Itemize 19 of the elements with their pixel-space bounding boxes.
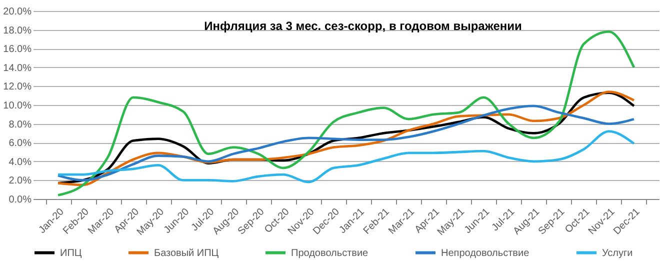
y-tick-label: 0.0% bbox=[8, 194, 32, 206]
legend-label: Продовольствие bbox=[291, 248, 369, 259]
legend-label: Базовый ИПЦ bbox=[154, 248, 220, 259]
y-tick-label: 4.0% bbox=[8, 156, 32, 168]
y-tick-label: 8.0% bbox=[8, 119, 32, 130]
y-tick-label: 20.0% bbox=[3, 6, 32, 18]
text: Инфляция за 3 мес. сез-скорр, в годовом выражении bbox=[204, 19, 522, 33]
legend-label: Услуги bbox=[602, 248, 633, 259]
line-series bbox=[56, 130, 636, 184]
legend-label: ИПЦ bbox=[60, 248, 82, 259]
line-series bbox=[56, 104, 636, 182]
y-tick-label: 6.0% bbox=[8, 138, 32, 150]
legend-label: Непродовольствие bbox=[441, 248, 530, 259]
y-tick-label: 14.0% bbox=[3, 62, 32, 74]
y-tick-label: 12.0% bbox=[3, 82, 32, 93]
y-tick-label: 10.0% bbox=[3, 100, 32, 112]
y-tick-label: 18.0% bbox=[3, 25, 32, 36]
y-tick-label: 2.0% bbox=[8, 176, 32, 187]
y-tick-label: 16.0% bbox=[3, 44, 32, 56]
